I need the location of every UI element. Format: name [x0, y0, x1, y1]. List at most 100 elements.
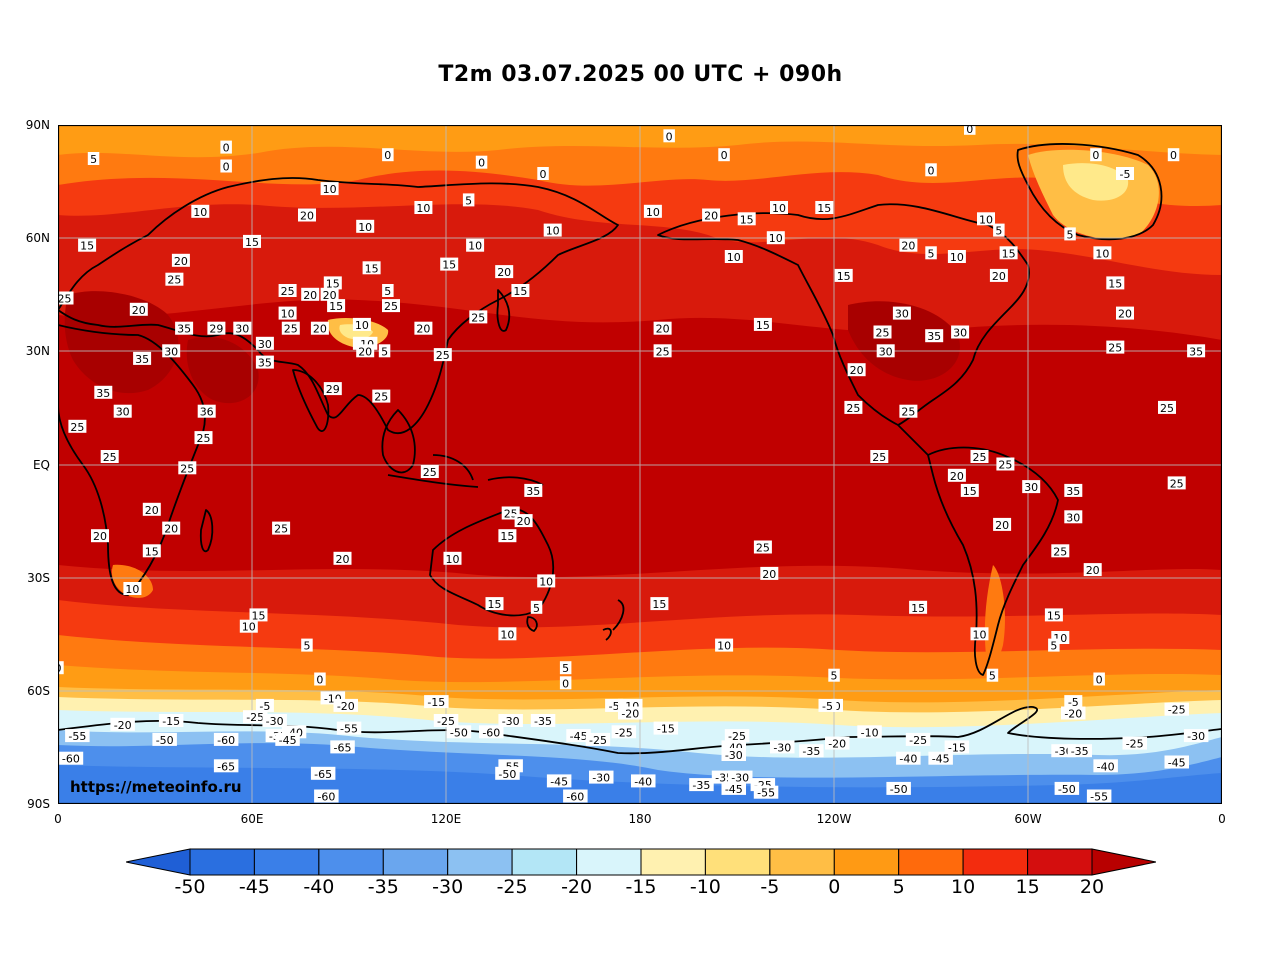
contour-label: -50 [152, 732, 177, 747]
contour-label-text: 20 [303, 289, 317, 302]
contour-label-text: 15 [740, 213, 754, 226]
contour-label: 10 [352, 317, 371, 332]
colorbar-tick-label: -10 [689, 876, 721, 898]
contour-label: -60 [479, 725, 504, 739]
contour-label: 25 [278, 284, 297, 298]
contour-label-text: -50 [450, 726, 468, 739]
contour-label-text: 5 [90, 153, 97, 166]
contour-label: 35 [94, 385, 113, 400]
contour-label-text: 0 [478, 157, 485, 170]
contour-label-text: 25 [423, 466, 437, 479]
contour-label-text: 25 [998, 459, 1012, 472]
contour-label-text: 25 [973, 451, 987, 464]
contour-label-text: -10 [861, 726, 879, 739]
contour-label-text: 20 [164, 523, 178, 536]
contour-label: 10 [1093, 246, 1112, 260]
contour-label-text: 25 [274, 523, 288, 536]
colorbar-tick-label: -50 [174, 876, 206, 898]
contour-label: -15 [653, 721, 679, 736]
contour-label: 25 [1158, 400, 1176, 415]
contour-label-text: -65 [334, 741, 352, 754]
contour-label-text: 15 [963, 485, 977, 498]
colorbar-segment [962, 848, 1028, 876]
contour-label: 0 [220, 140, 232, 155]
contour-label: -15 [424, 695, 449, 709]
contour-label-text: 0 [562, 677, 569, 690]
contour-label-text: -45 [725, 783, 743, 796]
contour-label-text: 15 [652, 598, 666, 611]
contour-label-text: -50 [498, 768, 516, 781]
contour-label: 30 [876, 344, 895, 358]
contour-label: 5 [382, 284, 394, 298]
contour-label-text: -65 [314, 768, 332, 781]
contour-label-text: 10 [1095, 247, 1109, 260]
contour-label: 15 [498, 529, 517, 543]
contour-label: 10 [770, 201, 788, 215]
contour-label: -25 [724, 729, 750, 743]
contour-label: 20 [142, 502, 161, 517]
contour-label: 20 [414, 321, 433, 336]
arabia-hot [186, 336, 259, 404]
contour-label-text: 10 [973, 628, 987, 641]
contour-label: -20 [1061, 706, 1086, 721]
contour-label-text: 10 [769, 232, 783, 245]
contour-label: 0 [964, 125, 976, 136]
contour-label-text: 0 [316, 674, 323, 687]
contour-label-text: -50 [1058, 783, 1076, 796]
contour-label-text: -25 [728, 730, 746, 743]
contour-label-text: 5 [384, 285, 391, 298]
contour-label-text: 0 [666, 130, 673, 143]
contour-label-text: 15 [500, 530, 514, 543]
contour-label: 20 [514, 514, 533, 528]
colorbar-segment [382, 848, 449, 876]
contour-label: 15 [362, 261, 381, 275]
namerica-hot [848, 301, 960, 381]
contour-label-text: 30 [235, 323, 249, 336]
contour-label-text: 25 [876, 327, 890, 340]
contour-label: 20 [91, 529, 109, 543]
contour-label-text: 35 [135, 353, 149, 366]
contour-label: -45 [275, 732, 300, 747]
lat-label-60s: 60S [27, 684, 50, 698]
contour-label: 25 [996, 457, 1015, 472]
contour-label-text: 0 [928, 164, 935, 177]
contour-label-text: 10 [125, 583, 139, 596]
contour-label: -30 [1183, 729, 1209, 743]
contour-label: 15 [323, 276, 342, 290]
contour-label: 20 [1116, 306, 1134, 321]
contour-label-text: -60 [217, 734, 235, 747]
contour-label-text: 0 [58, 662, 62, 675]
lat-label-60n: 60N [25, 231, 50, 245]
contour-label: -30 [589, 770, 614, 785]
contour-label: -60 [314, 789, 339, 804]
contour-label: 15 [999, 246, 1018, 260]
colorbar-over-arrow [1091, 848, 1156, 876]
lat-label-eq: EQ [32, 458, 50, 472]
contour-label: 5 [925, 246, 937, 260]
contour-label: 25 [653, 344, 672, 358]
contour-label: -5 [1116, 167, 1134, 181]
contour-label-text: 20 [323, 289, 337, 302]
contour-label-text: 20 [850, 364, 864, 377]
contour-label: 35 [925, 329, 944, 343]
chart-title: T2m 03.07.2025 00 UTC + 090h [438, 62, 843, 87]
contour-label-text: 25 [504, 508, 518, 521]
contour-label: -50 [446, 725, 472, 739]
contour-label-text: 10 [242, 621, 256, 634]
contour-label-text: 15 [252, 609, 266, 622]
contour-label: 0 [1093, 672, 1105, 687]
contour-label-text: -30 [502, 715, 520, 728]
contour-label-text: 25 [1108, 342, 1122, 355]
contour-label: 35 [524, 483, 543, 498]
contour-label-text: -40 [634, 775, 652, 788]
contour-label-text: 10 [468, 240, 482, 253]
contour-label: -60 [563, 789, 588, 804]
contour-label-text: 20 [992, 270, 1006, 283]
contour-label-text: -15 [427, 696, 445, 709]
lon-label-180: 180 [628, 812, 652, 826]
contour-label: 10 [537, 574, 556, 588]
contour-label-text: 20 [358, 345, 372, 358]
lon-label-60w: 60W [1014, 812, 1042, 826]
contour-label: 35 [1064, 483, 1083, 498]
